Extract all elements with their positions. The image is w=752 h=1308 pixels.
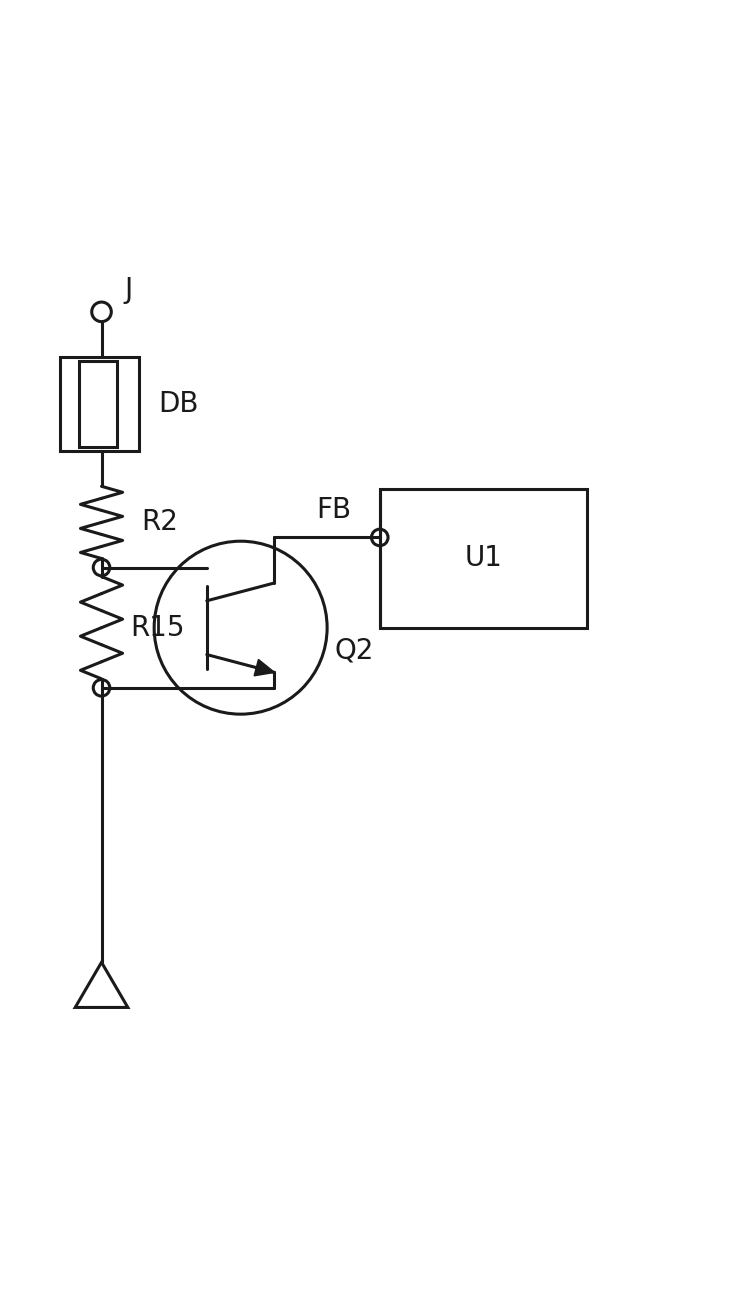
Text: R15: R15	[130, 613, 184, 642]
Bar	[380, 489, 587, 628]
Text: U1: U1	[464, 544, 502, 572]
Polygon shape	[254, 659, 274, 676]
Text: FB: FB	[316, 496, 351, 525]
Text: R2: R2	[141, 509, 178, 536]
Text: DB: DB	[158, 390, 199, 419]
Bar	[60, 357, 139, 451]
Text: J: J	[124, 276, 132, 305]
Bar	[79, 361, 117, 447]
Text: Q2: Q2	[335, 636, 374, 664]
